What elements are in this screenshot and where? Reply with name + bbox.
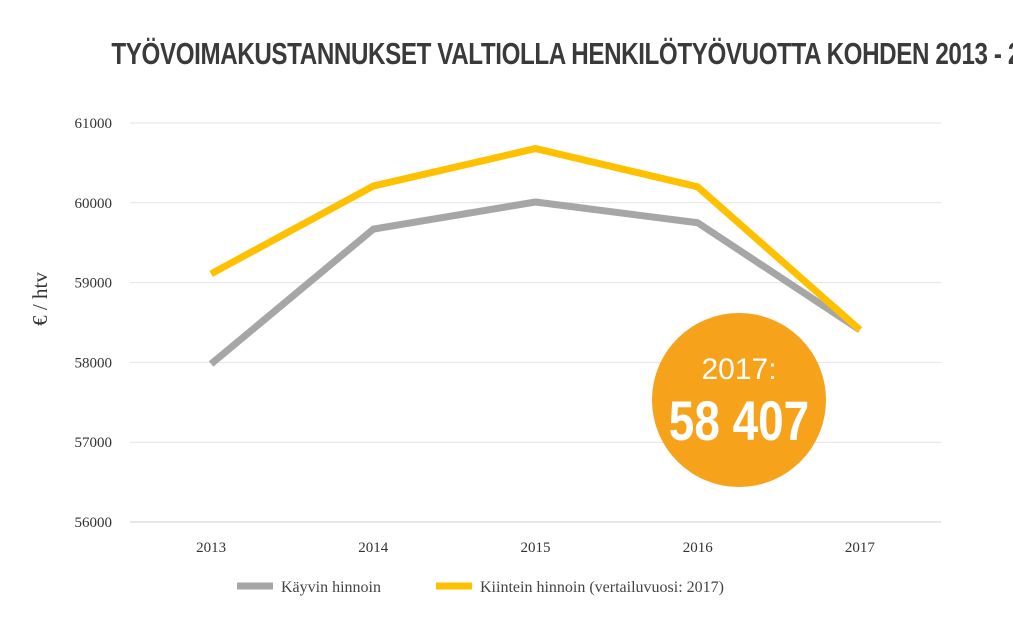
grid-lines xyxy=(130,122,941,523)
chart-title: TYÖVOIMAKUSTANNUKSET VALTIOLLA HENKILÖTY… xyxy=(111,36,1013,71)
y-tick-label: 58000 xyxy=(75,355,113,371)
y-axis-label: € / htv xyxy=(28,272,52,326)
series-lines xyxy=(208,145,863,367)
badge-value-label: 58 407 xyxy=(669,390,809,452)
x-tick-label: 2014 xyxy=(358,540,389,556)
y-tick-label: 59000 xyxy=(75,276,113,292)
y-tick-label: 61000 xyxy=(75,116,113,132)
badge-year-label: 2017: xyxy=(701,353,776,386)
x-tick-label: 2017 xyxy=(845,540,876,556)
x-tick-labels: 2013 2014 2015 2016 2017 xyxy=(196,540,875,556)
x-tick-label: 2015 xyxy=(521,540,551,556)
badge-circle xyxy=(652,313,826,487)
y-tick-label: 56000 xyxy=(75,515,113,531)
series-line xyxy=(209,145,863,333)
y-tick-label: 60000 xyxy=(75,196,113,212)
legend-label: Kiintein hinnoin (vertailuvuosi: 2017) xyxy=(480,579,724,596)
value-badge: 2017: 58 407 xyxy=(652,313,826,487)
x-tick-label: 2013 xyxy=(196,540,226,556)
y-tick-labels: 56000 57000 58000 59000 60000 61000 xyxy=(75,116,113,531)
x-tick-label: 2016 xyxy=(683,540,714,556)
y-tick-label: 57000 xyxy=(75,435,113,451)
legend-label: Käyvin hinnoin xyxy=(281,579,381,596)
series-line xyxy=(208,198,862,367)
legend: Käyvin hinnoin Kiintein hinnoin (vertailu… xyxy=(237,579,724,596)
